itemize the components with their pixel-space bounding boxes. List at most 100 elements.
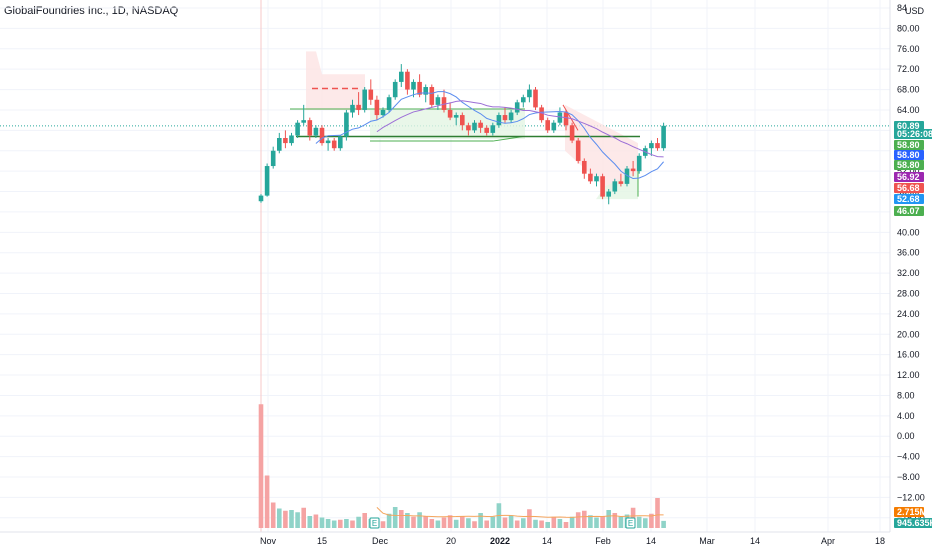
candle-body — [618, 181, 624, 184]
volume-bar — [258, 404, 264, 528]
candle-body — [289, 135, 294, 144]
price-axis[interactable]: 8480.0076.0072.0068.0064.0060.0056.0052.… — [889, 0, 925, 532]
volume-bar — [447, 515, 453, 528]
volume-bar — [380, 521, 386, 528]
volume-bar — [325, 519, 331, 528]
y-tick-label: 64.00 — [897, 105, 920, 115]
candle-body — [588, 173, 593, 182]
candle-body — [417, 81, 422, 95]
y-tick-label: −12.00 — [897, 492, 925, 502]
volume-bar — [606, 510, 611, 528]
candle-body — [264, 166, 270, 196]
candle-body — [258, 195, 264, 202]
x-tick-label: 14 — [646, 536, 656, 546]
volume-bar — [514, 520, 520, 528]
volume-bar — [582, 510, 587, 528]
candle-body — [356, 104, 361, 110]
candle-body — [594, 176, 599, 182]
volume-bar — [575, 512, 581, 528]
candle-body — [606, 191, 611, 197]
volume-bar — [307, 516, 313, 528]
candle-body — [557, 112, 563, 123]
x-tick-label: Mar — [699, 536, 715, 546]
volume-bar — [277, 508, 282, 528]
volume-bar — [502, 517, 508, 528]
price-badge — [894, 172, 924, 182]
candle-body — [313, 127, 319, 136]
volume-bar — [264, 475, 270, 528]
price-badge — [894, 518, 932, 528]
candle-body — [649, 143, 654, 149]
candle-body — [484, 127, 489, 133]
price-badge — [894, 160, 924, 170]
volume-ma-line — [376, 507, 664, 518]
x-tick-label: 14 — [750, 536, 760, 546]
candle-body — [582, 160, 587, 174]
candle-body — [441, 97, 447, 110]
y-tick-label: 32.00 — [897, 268, 920, 278]
volume-bar — [411, 516, 416, 528]
candle-body — [466, 125, 471, 131]
volume-bar — [392, 507, 398, 528]
volume-bar — [429, 519, 435, 528]
volume-bar — [533, 519, 538, 528]
time-axis[interactable]: Nov 15 Dec 20 2022 14 Feb 14 Mar 14 Apr 18 — [0, 531, 890, 546]
candle-body — [630, 168, 636, 172]
volume-bar — [460, 516, 465, 528]
candle-body — [295, 122, 300, 136]
candle-body — [423, 87, 428, 95]
volume-bar — [362, 513, 367, 528]
earnings-marker — [369, 517, 380, 529]
candle-body — [270, 150, 276, 167]
volume-bar — [478, 513, 483, 528]
candle-body — [563, 112, 569, 126]
candle-body — [435, 97, 441, 105]
candle-body — [496, 115, 502, 126]
price-badge — [894, 507, 924, 517]
y-tick-label: 20.00 — [897, 329, 920, 339]
candle-body — [478, 122, 483, 128]
x-tick-label: Feb — [595, 536, 611, 546]
volume-bar — [588, 515, 593, 528]
y-tick-label: 28.00 — [897, 288, 920, 298]
volume-bar — [331, 520, 337, 528]
volume-bar — [594, 517, 599, 528]
volume-bar — [338, 519, 343, 528]
candle-body — [411, 81, 416, 90]
volume-bar — [484, 520, 489, 528]
candle-body — [545, 120, 550, 131]
candle-body — [325, 140, 331, 144]
y-tick-label: 80.00 — [897, 23, 920, 33]
price-badge — [894, 206, 924, 216]
y-tick-label: 0.00 — [897, 431, 915, 441]
candle-body — [514, 102, 520, 113]
candle-body — [283, 138, 288, 144]
volume-bar — [527, 509, 532, 528]
volume-bar — [539, 520, 544, 528]
volume-bar — [521, 518, 526, 528]
candle-body — [612, 181, 618, 192]
candle-body — [331, 140, 337, 149]
candle-body — [533, 89, 538, 108]
candle-body — [307, 120, 313, 136]
volume-bar — [508, 515, 514, 528]
volume-bar — [319, 517, 325, 528]
price-badge — [894, 121, 924, 131]
grid — [0, 0, 890, 532]
x-tick-label: Apr — [821, 536, 835, 546]
ma-line-blue — [315, 91, 664, 180]
x-tick-label: 20 — [446, 536, 456, 546]
candle-body — [600, 176, 605, 197]
volume-bar — [557, 519, 563, 528]
candle-body — [386, 97, 392, 110]
candle-body — [392, 81, 398, 98]
downtrend-line — [562, 104, 579, 131]
candle-body — [344, 112, 349, 137]
candle-body — [655, 143, 660, 149]
candle-body — [374, 99, 380, 116]
y-tick-label: 12.00 — [897, 370, 920, 380]
candle-body — [661, 125, 666, 149]
